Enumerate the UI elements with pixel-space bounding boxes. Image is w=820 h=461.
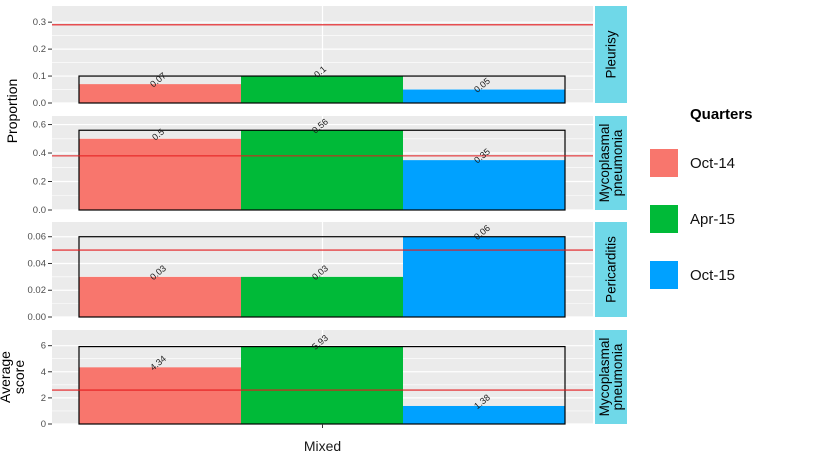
legend-label: Apr-15 <box>690 210 736 228</box>
legend-key-oct-15 <box>650 261 678 289</box>
legend-title: Quarters <box>690 106 753 123</box>
y-tick-label: 0.00 <box>28 312 47 323</box>
y-tick-label: 0.6 <box>33 120 46 131</box>
legend-label: Oct-14 <box>690 154 736 172</box>
faceted-bar-chart: 0.00.10.20.30.07 0.10.05Pleurisy0.00.20.4… <box>0 6 627 454</box>
bar-frame <box>78 236 566 318</box>
bar <box>403 160 565 210</box>
bar <box>403 236 565 317</box>
legend-item-oct-14: Oct-14 <box>650 135 810 191</box>
bar <box>241 276 403 317</box>
bar <box>79 84 241 103</box>
facet-panel: 0.00.20.40.60.5 0.560.35 Mycoplasmalpneumo… <box>33 116 627 216</box>
bar <box>403 405 565 424</box>
facet-strip <box>595 116 627 210</box>
y-axis-title: Proportion <box>4 79 20 144</box>
facet-strip <box>595 330 627 424</box>
y-axis-title: Average <box>0 351 13 403</box>
y-tick-label: 0.1 <box>33 71 46 82</box>
bar <box>79 276 241 317</box>
legend-item-apr-15: Apr-15 <box>650 191 810 247</box>
bar <box>241 76 403 103</box>
facet-strip-label: pneumonia <box>610 129 625 196</box>
y-tick-label: 0.0 <box>33 205 46 216</box>
bar <box>241 346 403 424</box>
facet-strip-label: Mycoplasmal <box>597 338 612 417</box>
y-tick-label: 0.2 <box>33 44 46 55</box>
bar <box>79 138 241 210</box>
legend-key-oct-14 <box>650 149 678 177</box>
facet-strip-label: Pericarditis <box>604 236 619 303</box>
y-tick-label: 0.02 <box>28 285 47 296</box>
y-tick-label: 0 <box>41 419 46 430</box>
facet-strip <box>595 222 627 317</box>
bar <box>79 367 241 424</box>
legend-item-oct-15: Oct-15 <box>650 247 810 303</box>
facet-strip-label: Pleurisy <box>604 30 619 78</box>
y-tick-label: 0.4 <box>33 148 46 159</box>
x-tick-label: Mixed <box>304 438 341 454</box>
y-tick-label: 0.0 <box>33 98 46 109</box>
y-tick-label: 6 <box>41 341 46 352</box>
y-tick-label: 2 <box>41 393 46 404</box>
y-axis-title: score <box>11 360 27 394</box>
legend: Quarters Oct-14 Apr-15 Oct-15 <box>650 106 810 303</box>
legend-label: Oct-15 <box>690 266 736 284</box>
bar-frame <box>78 75 566 104</box>
legend-key-apr-15 <box>650 205 678 233</box>
facet-strip <box>595 6 627 103</box>
y-tick-label: 0.3 <box>33 17 46 28</box>
y-tick-label: 4 <box>41 367 46 378</box>
facet-strip-label: pneumonia <box>610 343 625 410</box>
y-tick-label: 0.2 <box>33 177 46 188</box>
bar <box>403 89 565 103</box>
y-tick-label: 0.06 <box>28 232 47 243</box>
y-tick-label: 0.04 <box>28 258 47 269</box>
bar <box>241 130 403 210</box>
facet-strip-label: Mycoplasmal <box>597 124 612 203</box>
bar-frame <box>78 129 566 211</box>
